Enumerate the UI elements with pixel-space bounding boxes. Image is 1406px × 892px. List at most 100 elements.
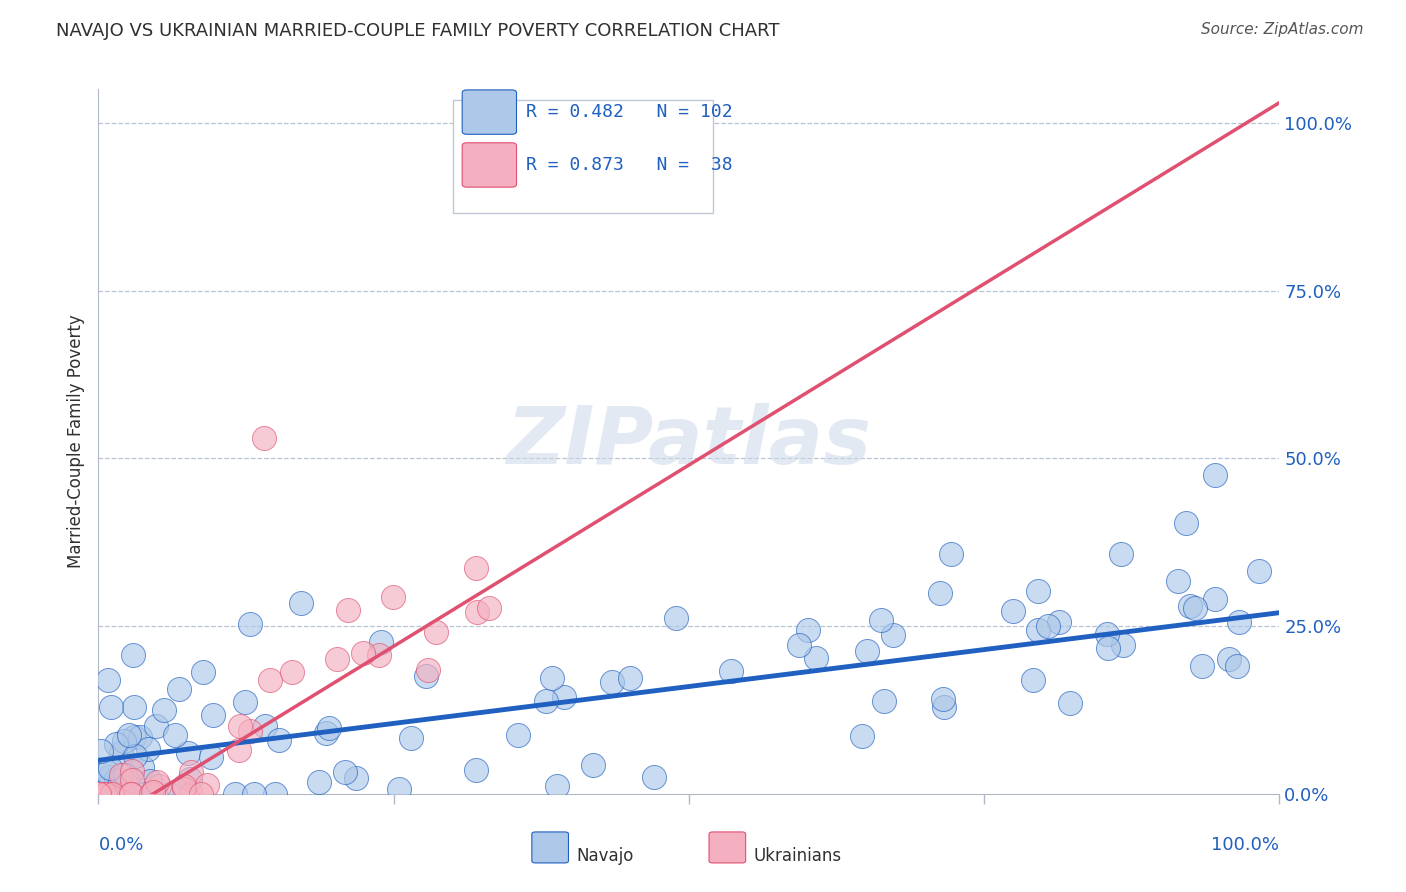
Point	[787, 638, 810, 652]
Point	[464, 763, 486, 777]
Point	[1059, 696, 1081, 710]
Point	[121, 764, 143, 779]
Point	[94, 787, 117, 801]
Point	[1038, 619, 1060, 633]
Point	[1112, 638, 1135, 652]
Point	[425, 625, 447, 640]
Point	[167, 681, 190, 696]
Point	[121, 773, 143, 788]
Point	[643, 770, 665, 784]
Point	[224, 787, 246, 801]
Point	[176, 746, 198, 760]
Point	[233, 695, 256, 709]
Point	[546, 780, 568, 794]
FancyBboxPatch shape	[709, 832, 745, 863]
Point	[89, 781, 111, 796]
Point	[882, 628, 904, 642]
Point	[1184, 601, 1206, 615]
Point	[582, 758, 605, 772]
Point	[122, 648, 145, 662]
Point	[370, 634, 392, 648]
Point	[195, 778, 218, 792]
Point	[145, 775, 167, 789]
Point	[308, 774, 330, 789]
Point	[129, 731, 152, 745]
Point	[134, 787, 156, 801]
Point	[932, 691, 955, 706]
Point	[415, 668, 437, 682]
FancyBboxPatch shape	[463, 90, 516, 135]
Point	[1167, 574, 1189, 588]
Point	[290, 596, 312, 610]
Point	[1028, 584, 1050, 599]
Text: R = 0.482   N = 102: R = 0.482 N = 102	[526, 103, 733, 121]
Point	[326, 652, 349, 666]
Point	[114, 768, 136, 782]
Point	[1095, 626, 1118, 640]
Point	[619, 671, 641, 685]
Point	[122, 699, 145, 714]
Point	[105, 772, 128, 786]
Point	[122, 730, 145, 744]
Point	[163, 728, 186, 742]
Point	[1227, 615, 1250, 629]
Point	[1174, 516, 1197, 530]
Point	[173, 782, 195, 797]
Point	[112, 787, 135, 801]
Point	[1218, 652, 1240, 666]
Point	[1249, 564, 1271, 578]
Point	[239, 723, 262, 738]
Point	[108, 773, 131, 788]
Point	[104, 737, 127, 751]
Point	[381, 591, 404, 605]
Point	[534, 694, 557, 708]
Point	[337, 603, 360, 617]
Point	[173, 779, 195, 793]
Text: R = 0.873   N =  38: R = 0.873 N = 38	[526, 156, 733, 174]
Text: Navajo: Navajo	[576, 847, 634, 864]
Point	[352, 646, 374, 660]
Point	[180, 787, 202, 801]
Point	[100, 787, 122, 801]
Point	[179, 772, 201, 787]
Point	[118, 728, 141, 742]
Point	[87, 787, 110, 801]
Point	[928, 586, 950, 600]
Point	[939, 547, 962, 561]
Point	[872, 693, 894, 707]
Point	[98, 770, 121, 784]
Point	[315, 726, 337, 740]
Point	[148, 779, 170, 793]
Point	[110, 746, 132, 760]
Point	[263, 787, 285, 801]
Point	[98, 787, 121, 801]
Point	[141, 787, 163, 801]
Point	[112, 734, 135, 748]
Point	[506, 728, 529, 742]
Point	[254, 719, 277, 733]
Point	[138, 773, 160, 788]
Text: NAVAJO VS UKRAINIAN MARRIED-COUPLE FAMILY POVERTY CORRELATION CHART: NAVAJO VS UKRAINIAN MARRIED-COUPLE FAMIL…	[56, 22, 780, 40]
Point	[120, 787, 142, 801]
Point	[720, 665, 742, 679]
Point	[478, 601, 501, 615]
Point	[401, 731, 423, 746]
Point	[157, 787, 180, 801]
Point	[1204, 591, 1226, 606]
Point	[388, 781, 411, 796]
Point	[267, 732, 290, 747]
Point	[97, 787, 120, 801]
Point	[96, 764, 118, 779]
Text: ZIPatlas: ZIPatlas	[506, 402, 872, 481]
Point	[89, 787, 111, 801]
Point	[90, 743, 112, 757]
Point	[193, 665, 215, 679]
Point	[1178, 599, 1201, 613]
Point	[131, 760, 153, 774]
Point	[100, 699, 122, 714]
Point	[344, 771, 367, 785]
Point	[190, 787, 212, 801]
Point	[1226, 658, 1249, 673]
Point	[120, 787, 142, 801]
Point	[1204, 467, 1226, 482]
